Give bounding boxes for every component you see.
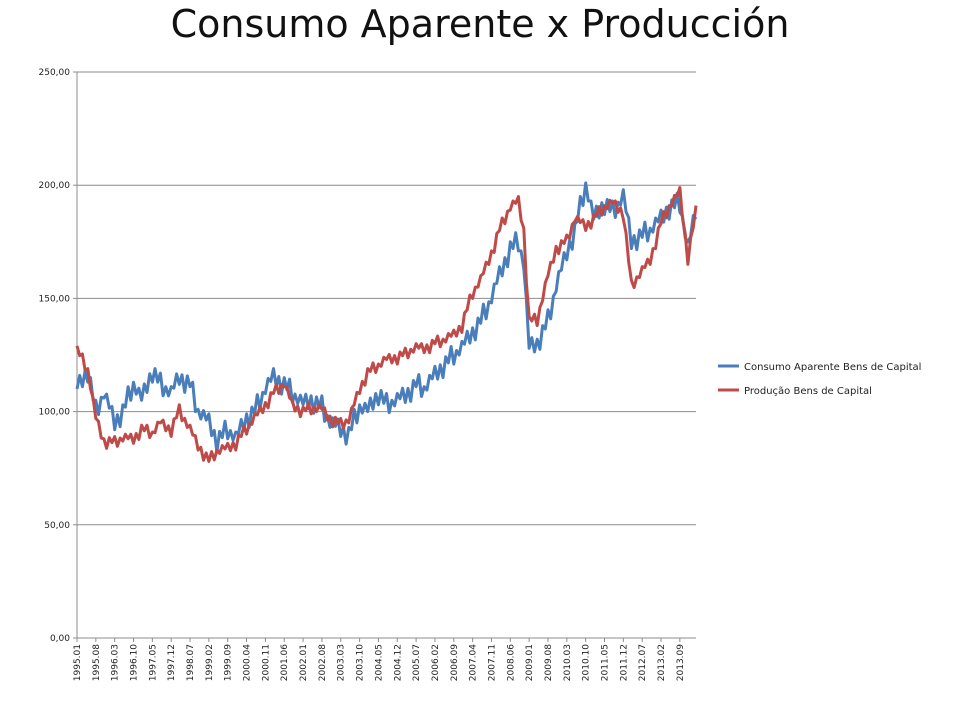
- x-tick-label: 1995.08: [92, 644, 102, 681]
- x-tick-label: 1999.02: [205, 644, 215, 681]
- x-tick-label: 2011.05: [600, 644, 610, 681]
- x-tick-label: 2005.07: [412, 644, 422, 681]
- x-tick-label: 2011.12: [619, 644, 629, 681]
- y-tick-label: 200,00: [39, 181, 71, 191]
- chart-title: Consumo Aparente x Producción: [170, 2, 790, 46]
- x-tick-label: 2006.02: [431, 644, 441, 681]
- x-tick-label: 2009.01: [525, 644, 535, 681]
- x-tick-label: 2013.02: [657, 644, 667, 681]
- legend-label-consumo: Consumo Aparente Bens de Capital: [744, 362, 921, 373]
- x-tick-label: 2003.10: [356, 644, 366, 681]
- x-tick-label: 1996.10: [130, 644, 140, 681]
- x-tick-label: 2006.09: [450, 644, 460, 681]
- y-tick-label: 0,00: [50, 634, 70, 644]
- x-tick-label: 2009.08: [544, 644, 554, 681]
- x-tick-label: 2010.10: [582, 644, 592, 681]
- y-tick-label: 150,00: [39, 294, 71, 304]
- x-tick-label: 2008.06: [506, 644, 516, 681]
- x-tick-label: 1996.03: [111, 644, 121, 681]
- y-tick-label: 50,00: [44, 521, 70, 531]
- x-tick-label: 2000.11: [261, 644, 271, 681]
- gridlines: [77, 71, 696, 526]
- x-tick-label: 2004.05: [374, 644, 384, 681]
- x-tick-label: 2012.07: [638, 644, 648, 681]
- y-tick-labels: 0,00 50,00 100,00 150,00 200,00 250,00: [39, 68, 71, 644]
- x-tick-label: 1997.12: [167, 644, 177, 681]
- x-tick-label: 1999.09: [224, 644, 234, 681]
- x-tick-label: 2010.03: [563, 644, 573, 681]
- x-tick-label: 2007.04: [469, 644, 479, 681]
- x-tick-label: 2002.01: [299, 644, 309, 681]
- series-line-consumo: [75, 181, 698, 454]
- x-tick-label: 2002.08: [318, 644, 328, 681]
- x-tick-labels: 1995.01 1995.08 1996.03 1996.10 1997.05 1997.…: [73, 644, 686, 681]
- x-tick-label: 2013.09: [676, 644, 686, 681]
- axes: [73, 71, 696, 642]
- x-tick-label: 1995.01: [73, 644, 83, 681]
- series-line-producao: [75, 186, 698, 463]
- y-tick-label: 100,00: [39, 408, 71, 418]
- x-tick-label: 1998.07: [186, 644, 196, 681]
- x-tick-label: 1997.05: [148, 644, 158, 681]
- y-tick-label: 250,00: [39, 68, 71, 78]
- legend: Consumo Aparente Bens de Capital Produçã…: [718, 362, 921, 397]
- x-tick-label: 2007.11: [487, 644, 497, 681]
- series-lines: [75, 181, 698, 463]
- x-tick-label: 2003.03: [337, 644, 347, 681]
- legend-label-producao: Produção Bens de Capital: [744, 386, 872, 397]
- x-tick-label: 2004.12: [393, 644, 403, 681]
- x-tick-label: 2000.04: [243, 644, 253, 681]
- x-tick-label: 2001.06: [280, 644, 290, 681]
